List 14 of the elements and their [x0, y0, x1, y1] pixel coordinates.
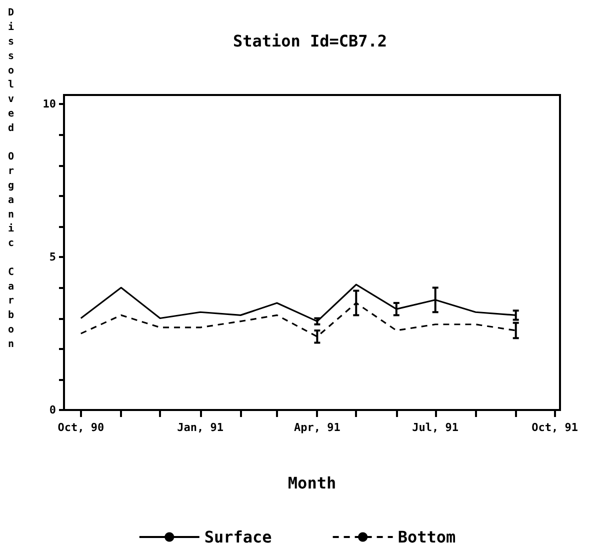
y-tick-label: 5 — [49, 250, 56, 264]
legend-label: Bottom — [398, 528, 456, 546]
x-tick-label: Jan, 91 — [177, 421, 224, 434]
x-axis-title: Month — [288, 474, 336, 492]
x-tick-label: Oct, 90 — [58, 421, 104, 434]
x-tick-label: Oct, 91 — [532, 421, 578, 434]
x-tick-label: Jul, 91 — [412, 421, 459, 434]
line-series — [80, 284, 517, 322]
y-tick-label: 10 — [42, 98, 56, 111]
text: Dissolved Organic Carbon — [8, 8, 14, 350]
x-tick-label: Apr, 91 — [294, 421, 341, 434]
chart-title: Station Id=CB7.2 — [232, 32, 388, 50]
y-tick-label: 0 — [49, 404, 56, 416]
legend-label: Surface — [204, 528, 272, 546]
